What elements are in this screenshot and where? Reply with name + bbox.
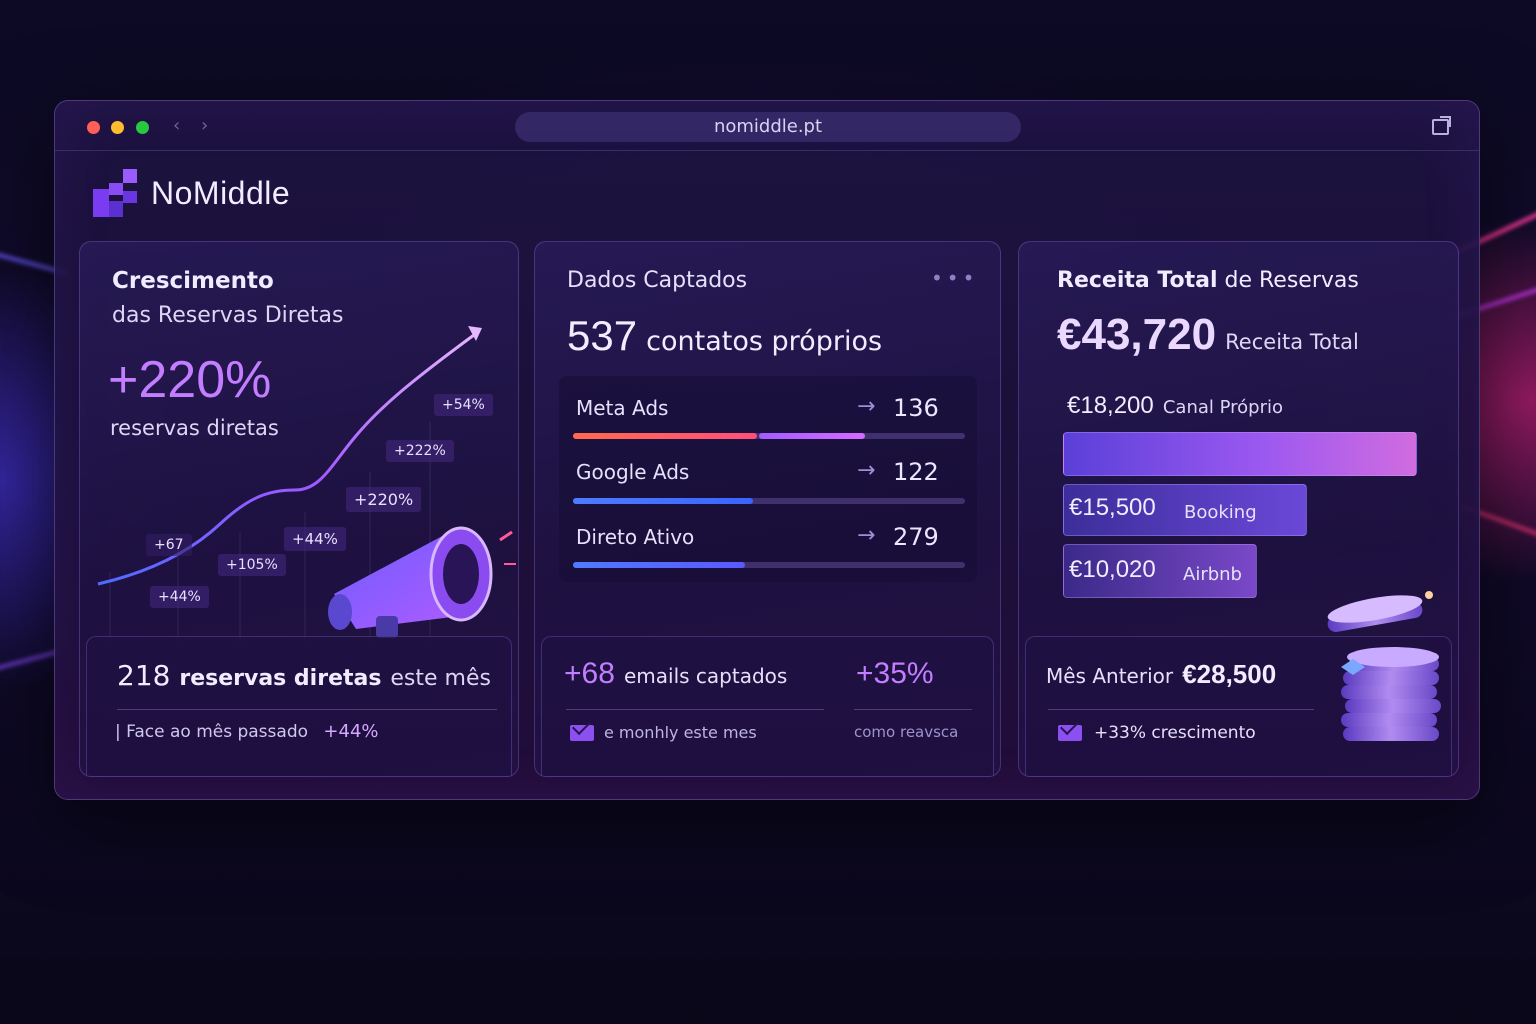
chart-label: +105% xyxy=(218,554,286,576)
meta-ads-bar-secondary xyxy=(759,433,865,439)
booking-value: €15,500 xyxy=(1069,494,1156,521)
back-arrow-icon[interactable]: ‹ xyxy=(173,115,181,136)
source-value: 279 xyxy=(893,523,939,551)
growth-card-footer: 218 reservas diretas este mês | Face ao … xyxy=(86,636,512,776)
direto-ativo-bar xyxy=(573,562,745,568)
direct-bookings-label: reservas diretas xyxy=(179,666,382,691)
browser-titlebar: ‹ › nomiddle.pt xyxy=(55,101,1479,151)
growth-headline-value: +220% xyxy=(108,351,272,409)
background-streak xyxy=(0,649,60,675)
contacts-count: 537 xyxy=(567,312,638,359)
source-value: 122 xyxy=(893,458,939,486)
airbnb-bar[interactable] xyxy=(1063,544,1257,598)
arrow-right-icon: → xyxy=(857,394,876,419)
growth-card-subtitle: das Reservas Diretas xyxy=(112,303,344,328)
canal-proprio-value: €18,200 xyxy=(1067,392,1154,419)
comparison-label: | Face ao mês passado xyxy=(115,722,309,742)
revenue-title-rest: de Reservas xyxy=(1224,268,1359,293)
airbnb-value: €10,020 xyxy=(1069,556,1156,583)
footer-divider xyxy=(1048,709,1314,710)
emails-percent: +35% xyxy=(856,657,934,690)
emails-label: emails captados xyxy=(623,664,788,688)
browser-window: ‹ › nomiddle.pt NoMiddle Crescimento das… xyxy=(54,100,1480,800)
arrow-right-icon: → xyxy=(857,458,876,483)
canal-proprio-bar xyxy=(1063,432,1417,476)
emails-count: +68 xyxy=(564,657,615,690)
source-label: Direto Ativo xyxy=(576,525,695,549)
chart-label: +67 xyxy=(146,534,192,556)
envelope-icon xyxy=(570,725,594,741)
data-card-footer: +68 emails captados +35% e monhly este m… xyxy=(541,636,994,776)
revenue-total-value: €43,720 xyxy=(1057,310,1217,359)
contacts-label: contatos próprios xyxy=(646,326,883,357)
open-external-icon[interactable] xyxy=(1432,116,1451,135)
growth-card: Crescimento das Reservas Diretas +220% r… xyxy=(79,241,519,777)
source-bar-track xyxy=(573,562,965,568)
prev-month-label: Mês Anterior xyxy=(1046,664,1174,688)
source-bar-track xyxy=(573,498,965,504)
data-card: Dados Captados ••• 537 contatos próprios… xyxy=(534,241,1001,777)
growth-headline-label: reservas diretas xyxy=(110,416,279,440)
chart-label: +44% xyxy=(284,527,346,551)
data-card-title: Dados Captados xyxy=(567,268,748,293)
growth-percent-label: +33% crescimento xyxy=(1094,723,1256,743)
forward-arrow-icon[interactable]: › xyxy=(201,115,209,136)
arrow-right-icon: → xyxy=(857,523,876,548)
coins-stack-icon xyxy=(1327,591,1441,741)
footer-divider xyxy=(854,709,972,710)
booking-label: Booking xyxy=(1184,502,1257,523)
close-window-button[interactable] xyxy=(87,121,100,134)
footer-divider xyxy=(117,709,497,710)
source-value: 136 xyxy=(893,394,939,422)
source-label: Meta Ads xyxy=(576,396,669,420)
canal-proprio-label: Canal Próprio xyxy=(1162,397,1284,418)
source-label: Google Ads xyxy=(576,460,690,484)
emails-sub-right: como reavsca xyxy=(854,723,959,741)
revenue-card: Receita Total de Reservas €43,720 Receit… xyxy=(1018,241,1459,777)
chart-label: +222% xyxy=(386,440,454,462)
chart-label: +220% xyxy=(346,487,422,512)
chart-label: +44% xyxy=(150,586,209,608)
meta-ads-bar xyxy=(573,433,757,439)
booking-bar[interactable] xyxy=(1063,484,1307,536)
revenue-total-label: Receita Total xyxy=(1225,330,1359,354)
maximize-window-button[interactable] xyxy=(136,121,149,134)
brand-name: NoMiddle xyxy=(151,175,291,211)
direct-bookings-suffix: este mês xyxy=(390,666,491,691)
more-dots-icon[interactable]: ••• xyxy=(931,266,979,290)
minimize-window-button[interactable] xyxy=(111,121,124,134)
prev-month-value: €28,500 xyxy=(1182,659,1277,689)
airbnb-label: Airbnb xyxy=(1183,564,1242,585)
growth-arrow-head-icon xyxy=(468,326,482,341)
sources-list xyxy=(559,376,977,582)
nomiddle-logo-icon xyxy=(93,169,141,217)
google-ads-bar xyxy=(573,498,753,504)
envelope-icon xyxy=(1058,725,1082,741)
revenue-title-bold: Receita Total xyxy=(1057,268,1218,293)
megaphone-icon xyxy=(328,526,516,638)
direct-bookings-count: 218 xyxy=(117,659,171,692)
growth-card-title: Crescimento xyxy=(112,268,274,294)
url-bar[interactable]: nomiddle.pt xyxy=(515,112,1021,142)
emails-sub-left: e monhly este mes xyxy=(604,723,757,742)
chart-label: +54% xyxy=(434,394,493,416)
footer-divider xyxy=(566,709,824,710)
comparison-value: +44% xyxy=(323,721,379,742)
